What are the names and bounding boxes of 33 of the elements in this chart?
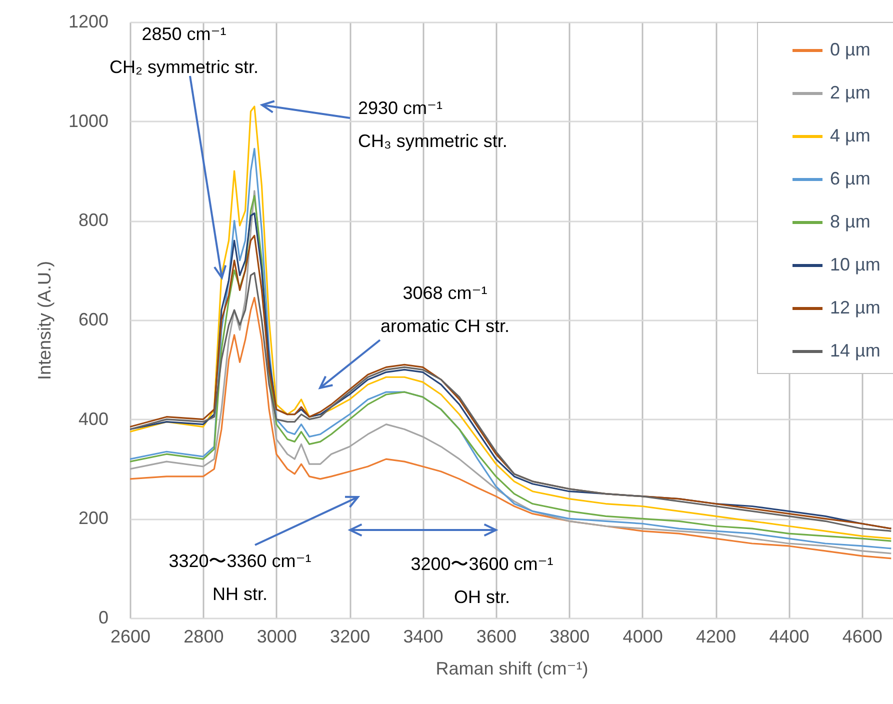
legend-label: 14 µm	[830, 340, 880, 360]
annotation: 2850 cm⁻¹ CH₂ symmetric str.	[110, 24, 258, 77]
x-tick-label: 4400	[769, 626, 810, 646]
y-axis-title: Intensity (A.U.)	[34, 260, 54, 380]
x-tick-label: 2600	[110, 626, 151, 646]
legend-label: 4 µm	[830, 126, 870, 146]
legend-label: 12 µm	[830, 298, 880, 318]
y-tick-label: 400	[78, 408, 108, 429]
x-axis-title: Raman shift (cm⁻¹)	[436, 658, 588, 678]
x-tick-label: 3400	[403, 626, 444, 646]
y-tick-label: 0	[98, 608, 108, 628]
annotation: 2930 cm⁻¹ CH₃ symmetric str.	[358, 98, 508, 151]
y-tick-label: 1200	[68, 12, 108, 32]
x-tick-label: 3800	[550, 626, 590, 646]
x-tick-label: 3000	[256, 626, 297, 646]
y-tick-label: 200	[78, 508, 108, 528]
annotation: 3200〜3600 cm⁻¹ OH str.	[410, 554, 554, 607]
y-tick-label: 600	[78, 310, 108, 330]
annotation: 3320〜3360 cm⁻¹ NH str.	[168, 551, 312, 604]
x-tick-label: 4200	[696, 626, 736, 646]
x-tick-label: 3200	[330, 626, 370, 646]
x-tick-label: 4000	[622, 626, 663, 646]
y-tick-label: 800	[78, 210, 108, 230]
x-tick-label: 3600	[476, 626, 516, 646]
legend-label: 2 µm	[830, 82, 870, 102]
legend-label: 6 µm	[830, 168, 870, 188]
legend-label: 8 µm	[830, 212, 870, 232]
legend-label: 10 µm	[830, 254, 880, 274]
legend-label: 0 µm	[830, 40, 870, 60]
annotation: 3068 cm⁻¹ aromatic CH str.	[380, 283, 510, 336]
x-tick-label: 4600	[842, 626, 882, 646]
x-tick-label: 2800	[184, 626, 224, 646]
y-tick-label: 1000	[68, 110, 108, 131]
